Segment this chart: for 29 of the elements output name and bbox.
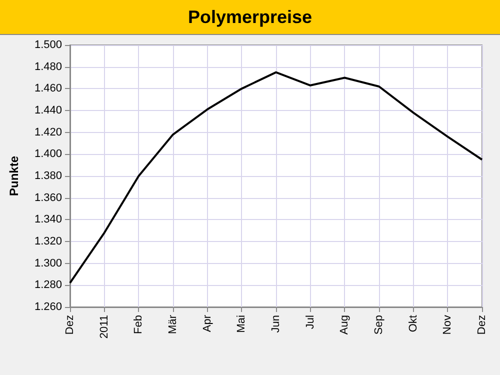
x-tick-label: Feb xyxy=(132,315,145,334)
x-tick-label: Dez xyxy=(64,315,76,335)
y-tick-label: 1.360 xyxy=(34,192,62,204)
x-tick-label: Sep xyxy=(373,315,385,335)
y-tick-label: 1.440 xyxy=(34,104,62,116)
y-tick-label: 1.320 xyxy=(34,236,62,248)
y-tick-label: 1.500 xyxy=(34,39,62,51)
x-tick-label: Nov xyxy=(442,314,454,335)
y-tick-label: 1.380 xyxy=(34,170,62,182)
y-tick-label: 1.340 xyxy=(34,214,62,226)
x-tick-label: Mär xyxy=(167,314,179,334)
x-tick-label: 2011 xyxy=(98,315,110,339)
x-tick-label: Mai xyxy=(236,315,248,333)
chart-title: Polymerpreise xyxy=(0,0,500,35)
x-tick-label: Jul xyxy=(304,315,316,330)
y-tick-label: 1.260 xyxy=(34,301,62,313)
y-tick-label: 1.480 xyxy=(34,60,62,73)
y-tick-label: 1.460 xyxy=(34,82,62,95)
x-tick-label: Aug xyxy=(338,315,351,335)
x-tick-label: Dez xyxy=(476,315,488,335)
x-tick-label: Jun xyxy=(270,315,282,333)
y-tick-label: 1.280 xyxy=(34,279,62,292)
line-series xyxy=(69,71,483,284)
y-tick-label: 1.300 xyxy=(34,257,62,270)
x-tick-label: Apr xyxy=(201,314,214,332)
y-tick-label: 1.420 xyxy=(34,126,62,138)
y-tick-label: 1.400 xyxy=(34,148,62,160)
x-tick-label: Okt xyxy=(407,315,420,332)
y-axis-title: Punkte xyxy=(7,156,21,196)
